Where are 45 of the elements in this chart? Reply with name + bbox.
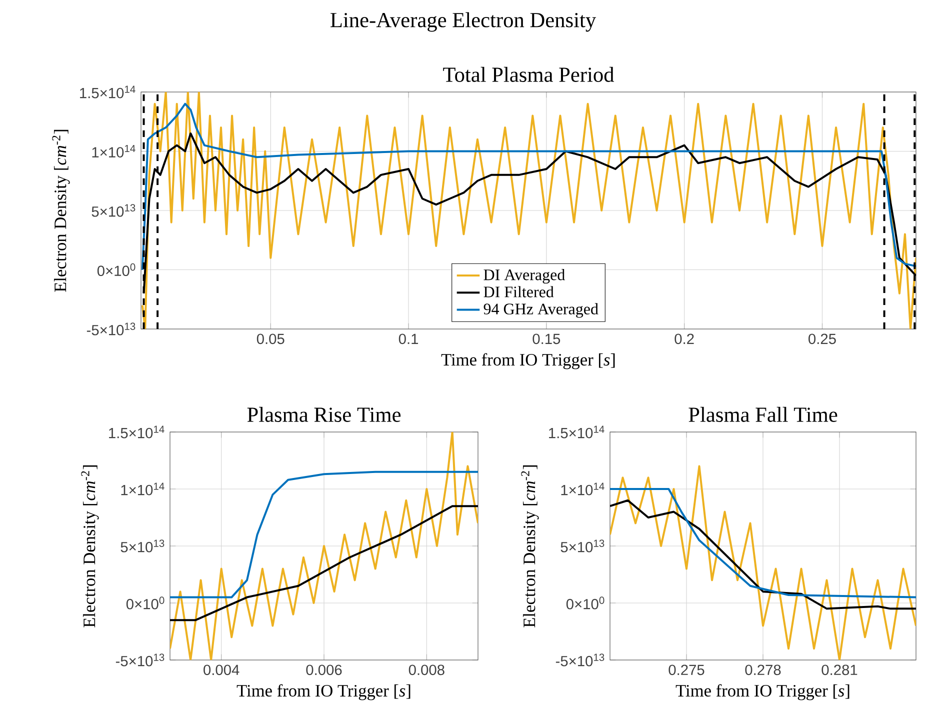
y-tick-label: 0×10$^{0}$ bbox=[566, 596, 604, 610]
x-axis-title: Time from IO Trigger [s] bbox=[441, 353, 615, 370]
line-series bbox=[610, 499, 916, 610]
line-series bbox=[170, 432, 478, 660]
x-tick-label: 0.006 bbox=[306, 664, 342, 676]
y-tick-label: 0×10$^{0}$ bbox=[97, 263, 136, 276]
line-series bbox=[170, 470, 478, 598]
legend-label: DI Averaged bbox=[484, 268, 565, 284]
y-tick-label: -5×10$^{13}$ bbox=[116, 654, 164, 666]
y-tick-label: 1×10$^{14}$ bbox=[561, 482, 604, 496]
y-axis-title: Electron Density [cm$^{-2}$] bbox=[52, 130, 70, 292]
y-tick-label: 0×10$^{0}$ bbox=[126, 596, 164, 610]
legend-label: 94 GHz Averaged bbox=[484, 303, 598, 318]
x-tick-label: 0.281 bbox=[822, 664, 858, 676]
x-axis-title: Time from IO Trigger [s] bbox=[236, 684, 410, 700]
x-tick-label: 0.25 bbox=[808, 334, 836, 344]
y-axis-title: Electron Density [cm$^{-2}$] bbox=[81, 465, 99, 628]
chart-title: Line-Average Electron Density bbox=[330, 12, 596, 32]
chart-subtitle: Total Plasma Period bbox=[443, 66, 614, 82]
x-tick-label: 0.1 bbox=[398, 334, 418, 344]
chart-title: Plasma Rise Time bbox=[247, 406, 401, 422]
line-series bbox=[610, 488, 916, 598]
y-axis-title: Electron Density [cm$^{-2}$] bbox=[521, 465, 539, 628]
x-tick-label: 0.275 bbox=[668, 664, 704, 676]
x-axis-title: Time from IO Trigger [s] bbox=[676, 684, 850, 700]
y-tick-label: 5×10$^{13}$ bbox=[560, 540, 604, 552]
y-tick-label: 5×10$^{13}$ bbox=[92, 204, 136, 217]
x-tick-label: 0.2 bbox=[674, 334, 694, 344]
x-tick-label: 0.278 bbox=[745, 664, 781, 676]
legend-label: DI Filtered bbox=[484, 286, 554, 298]
y-tick-label: -5×10$^{13}$ bbox=[556, 654, 604, 666]
chart-title: Plasma Fall Time bbox=[688, 406, 838, 422]
y-tick-label: 5×10$^{13}$ bbox=[120, 540, 164, 552]
x-tick-label: 0.15 bbox=[532, 334, 560, 344]
y-tick-label: 1.5×10$^{14}$ bbox=[109, 426, 164, 438]
line-series bbox=[170, 505, 478, 622]
x-tick-label: 0.05 bbox=[256, 334, 284, 344]
x-tick-label: 0.008 bbox=[408, 664, 444, 676]
y-tick-label: -5×10$^{13}$ bbox=[86, 322, 136, 336]
y-tick-label: 1.5×10$^{14}$ bbox=[549, 426, 604, 438]
y-tick-label: 1.5×10$^{14}$ bbox=[80, 86, 136, 98]
y-tick-label: 1×10$^{14}$ bbox=[121, 482, 164, 496]
x-tick-label: 0.004 bbox=[204, 664, 240, 676]
y-tick-label: 1×10$^{14}$ bbox=[92, 144, 136, 158]
line-series bbox=[610, 465, 916, 660]
